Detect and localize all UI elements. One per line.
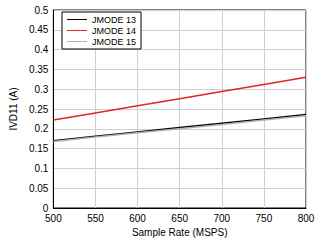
svg-text:0.5: 0.5	[34, 5, 48, 16]
svg-text:Sample Rate (MSPS): Sample Rate (MSPS)	[132, 227, 228, 238]
svg-text:0.45: 0.45	[29, 24, 49, 35]
svg-text:0.25: 0.25	[29, 104, 49, 115]
svg-text:600: 600	[129, 213, 146, 224]
svg-text:0.1: 0.1	[34, 163, 48, 174]
svg-text:JMODE 13: JMODE 13	[92, 15, 136, 25]
svg-text:JMODE 14: JMODE 14	[92, 26, 136, 36]
svg-text:0.2: 0.2	[34, 123, 48, 134]
svg-text:0.15: 0.15	[29, 143, 49, 154]
svg-text:0: 0	[42, 202, 49, 214]
svg-text:500: 500	[45, 213, 62, 224]
svg-text:IVD11 (A): IVD11 (A)	[8, 87, 19, 130]
svg-text:800: 800	[298, 213, 315, 224]
svg-text:JMODE 15: JMODE 15	[92, 37, 136, 47]
svg-text:700: 700	[213, 213, 230, 224]
svg-text:0.4: 0.4	[34, 44, 48, 55]
svg-text:750: 750	[256, 213, 273, 224]
svg-text:0.3: 0.3	[34, 84, 48, 95]
svg-text:650: 650	[171, 213, 188, 224]
svg-text:0.05: 0.05	[29, 183, 49, 194]
svg-text:550: 550	[87, 213, 104, 224]
svg-text:0.35: 0.35	[29, 64, 49, 75]
